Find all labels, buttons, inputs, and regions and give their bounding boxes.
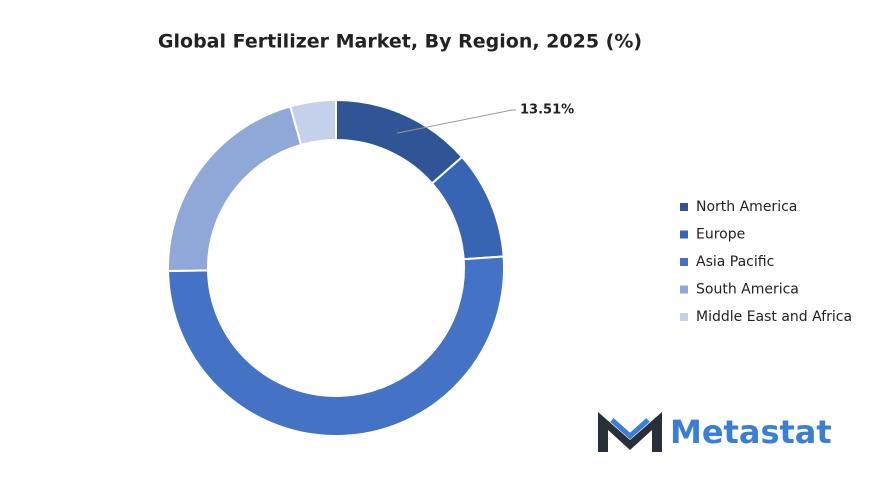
- legend-swatch: [680, 285, 688, 294]
- donut-slice: [167, 105, 303, 273]
- logo-accent: [610, 418, 650, 440]
- legend-label: Middle East and Africa: [696, 309, 852, 325]
- logo: Metastat: [598, 412, 832, 452]
- leader-line: [396, 109, 516, 134]
- donut-slice: [289, 98, 337, 147]
- data-label: 13.51%: [520, 103, 574, 118]
- legend-label: Asia Pacific: [696, 254, 774, 270]
- legend-label: South America: [696, 282, 799, 298]
- legend-swatch: [680, 230, 688, 239]
- logo-icon: [598, 412, 662, 452]
- donut-slice: [335, 98, 464, 185]
- legend-swatch: [680, 313, 688, 321]
- logo-text: Metastat: [670, 413, 832, 451]
- legend-swatch: [680, 258, 688, 266]
- legend-swatch: [680, 203, 688, 211]
- donut-slice: [167, 255, 505, 437]
- legend-label: Europe: [696, 227, 745, 243]
- legend-label: North America: [696, 199, 797, 215]
- chart-title: Global Fertilizer Market, By Region, 202…: [158, 31, 642, 53]
